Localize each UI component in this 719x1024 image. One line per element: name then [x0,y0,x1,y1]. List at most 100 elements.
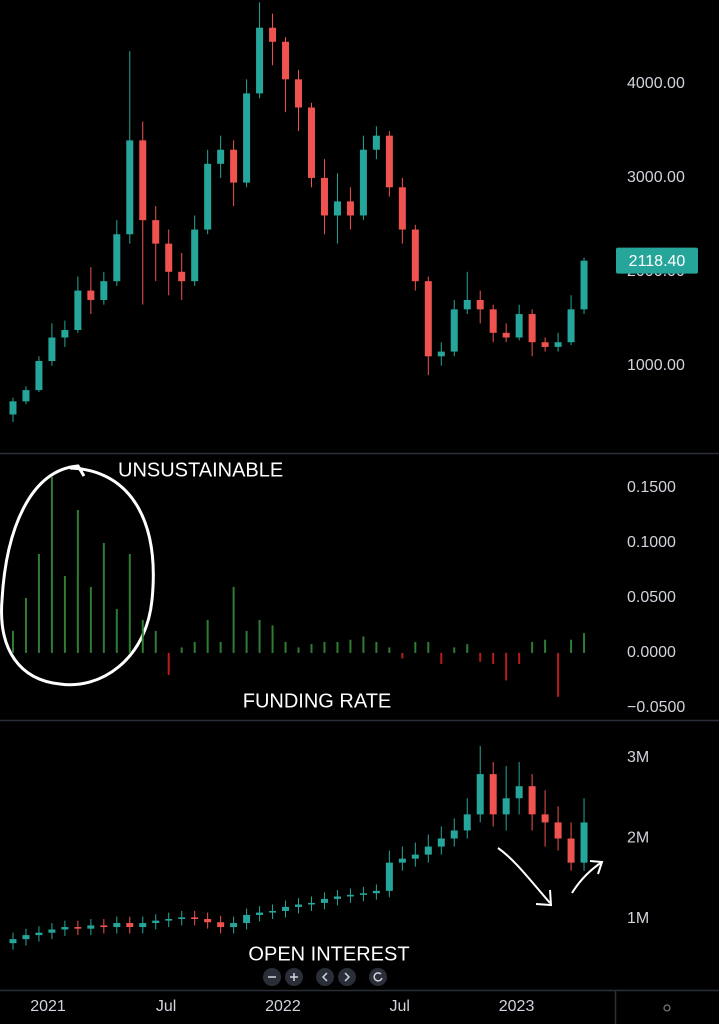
zoom-out-button[interactable] [263,968,281,986]
candle-body [113,234,121,282]
bar [310,644,313,653]
scroll-right-button[interactable] [338,968,356,986]
zoom-in-button[interactable] [285,968,303,986]
candle-body [398,187,406,230]
bar [128,553,131,653]
hand-drawn-arrow-down [497,847,553,907]
bar [37,553,40,653]
bar [258,619,261,653]
bar [297,647,300,653]
y-tick-label: 4000.00 [627,75,685,92]
candle-body [502,332,510,338]
candle-body [580,822,588,863]
candle-body [295,904,303,907]
reset-button[interactable] [369,968,387,986]
bar [362,636,365,653]
bar [50,476,53,653]
candle-body [320,898,328,903]
candle-body [307,107,315,178]
y-tick-label: 0.0500 [627,589,676,606]
settings-button[interactable] [663,1004,671,1012]
bar [466,644,469,653]
bar [89,586,92,653]
bar [323,641,326,653]
y-tick-label: 1000.00 [627,357,685,374]
candle-body [74,927,82,929]
candle-body [87,290,95,300]
bar [284,641,287,653]
bar [557,652,560,697]
y-tick-label: 0.0000 [627,644,676,661]
bar [206,619,209,653]
bar [193,641,196,653]
candle-body [269,910,277,913]
candle-body [191,229,199,282]
bar [375,641,378,653]
candle-body [424,281,432,357]
last-price-box [616,247,698,274]
candle-body [243,914,251,924]
candle-body [333,896,341,899]
bar [349,639,352,653]
bar [102,542,105,653]
candle-body [48,337,56,361]
candle-body [502,798,510,815]
candle-body [191,917,199,920]
candle-body [346,894,354,897]
y-tick-label: 3000.00 [627,169,685,186]
candle-body [476,774,484,815]
y-tick-label: 0.1500 [627,479,676,496]
candle-body [307,902,315,905]
candle-body [450,309,458,352]
candle-body [48,929,56,933]
bar [24,597,27,653]
candle-body [113,923,121,928]
candle-body [165,243,173,272]
bar [76,509,79,653]
candle-body [165,919,173,921]
candle-body [554,822,562,839]
bar [115,608,118,653]
candle-body [476,299,484,310]
candle-body [567,838,575,863]
x-tick-label: 2021 [30,998,66,1015]
y-tick-label: 1M [627,910,649,927]
scroll-left-button[interactable] [316,968,334,986]
candle-body [256,27,264,94]
bar [271,625,274,653]
bar [401,652,404,659]
bar [141,619,144,653]
candle-body [139,923,147,928]
candle-body [411,229,419,282]
candle-body [489,774,497,815]
bar [544,639,547,653]
bar [245,630,248,653]
candle-body [204,919,212,923]
candle-body [9,939,17,944]
bar [63,575,66,653]
x-tick-label: 2023 [499,998,535,1015]
candle-body [217,149,225,164]
candle-body [398,858,406,863]
hand-drawn-circle [0,464,155,687]
hand-drawn-arrow-up [571,860,604,894]
candle-body [100,281,108,300]
candle-body [463,299,471,310]
bar [219,641,222,653]
candle-body [152,920,160,924]
candle-body [385,135,393,188]
candle-body [437,351,445,357]
bar [479,652,482,662]
candle-body [178,271,186,282]
candle-body [100,925,108,928]
candle-body [230,923,238,928]
candle-body [152,220,160,244]
candle-body [528,314,536,343]
candle-body [35,932,43,936]
candle-body [515,314,523,338]
candle-body [385,862,393,891]
candle-body [567,309,575,343]
candle-body [411,854,419,859]
candle-body [282,906,290,911]
